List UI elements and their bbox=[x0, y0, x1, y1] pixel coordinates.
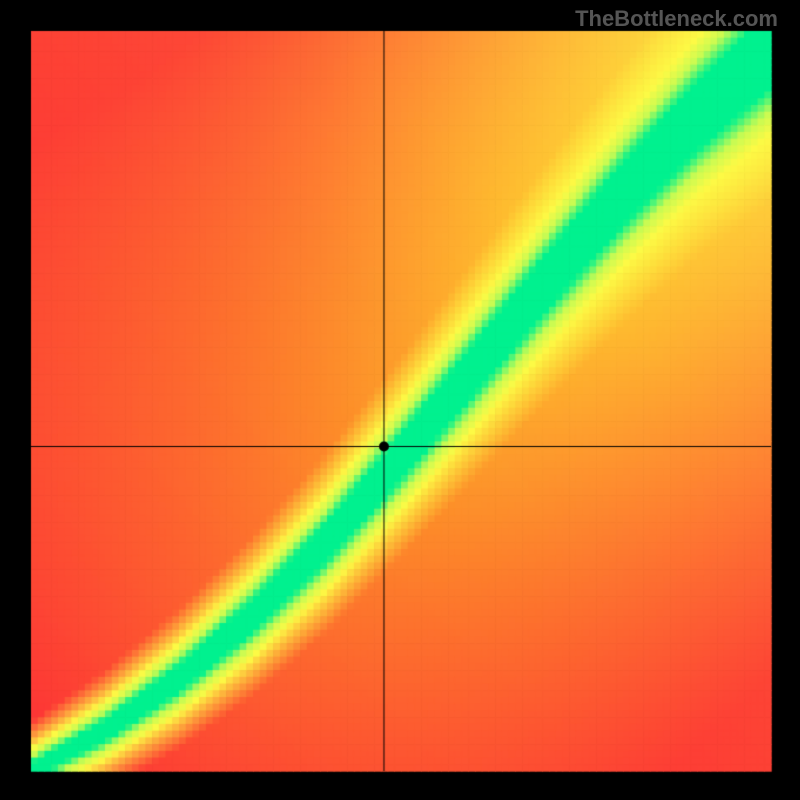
watermark-text: TheBottleneck.com bbox=[575, 6, 778, 32]
chart-container: TheBottleneck.com bbox=[0, 0, 800, 800]
heatmap-canvas bbox=[0, 0, 800, 800]
